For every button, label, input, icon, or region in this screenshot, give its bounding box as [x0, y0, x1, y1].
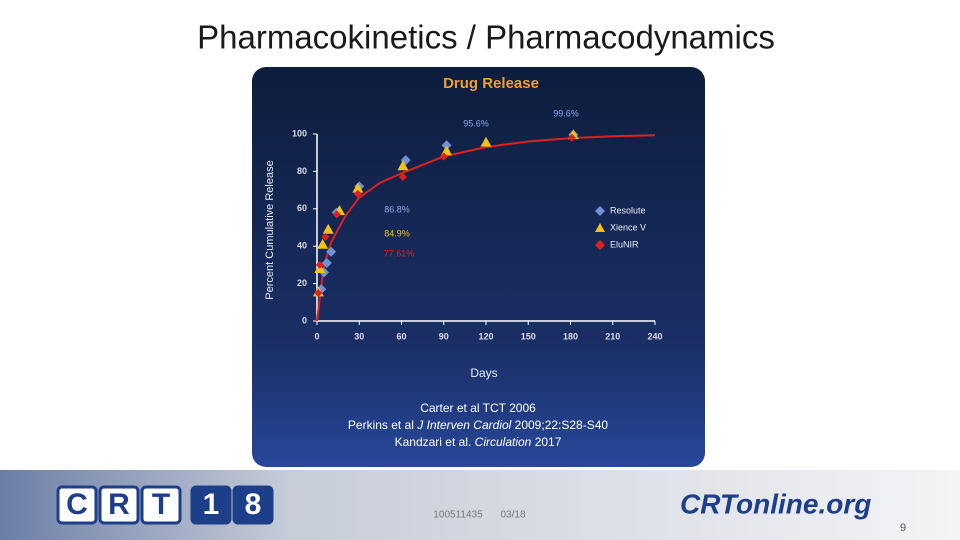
x-tick-label: 210 — [605, 331, 620, 341]
chart-title: Drug Release — [443, 75, 539, 92]
footer-code: 100511435 — [433, 510, 483, 521]
reference-part: 2017 — [531, 435, 561, 449]
x-tick-label: 0 — [314, 331, 319, 341]
reference-part: Kandzari et al. — [395, 435, 475, 449]
x-tick-label: 150 — [521, 331, 536, 341]
page-number: 9 — [900, 522, 906, 534]
y-tick-label: 20 — [297, 278, 307, 288]
reference: Carter et al TCT 2006 — [420, 401, 536, 415]
reference-part: Perkins et al — [348, 418, 417, 432]
data-point — [332, 210, 341, 219]
slide-title: Pharmacokinetics / Pharmacodynamics — [197, 19, 775, 56]
x-axis-label: Days — [470, 366, 497, 380]
reference-part: J Interven Cardiol — [416, 418, 511, 432]
data-point — [352, 182, 364, 193]
data-point — [567, 133, 576, 142]
footer-date: 03/18 — [500, 510, 525, 521]
legend-label: Resolute — [610, 205, 646, 215]
legend-marker — [595, 240, 605, 250]
reference: Perkins et al J Interven Cardiol 2009;22… — [348, 418, 608, 432]
annotation: 77.61% — [384, 248, 415, 258]
annotation: 99.6% — [553, 108, 579, 118]
reference-part: Carter et al TCT 2006 — [420, 401, 536, 415]
logo-letter: C — [66, 488, 88, 521]
data-point — [353, 189, 362, 198]
data-point — [439, 152, 448, 161]
data-point — [317, 238, 329, 249]
annotation: 86.8% — [384, 204, 410, 214]
x-tick-label: 120 — [478, 331, 493, 341]
logo-box — [98, 485, 140, 525]
reference-part: Circulation — [475, 435, 532, 449]
logo-letter: T — [152, 488, 170, 521]
logo-box — [56, 485, 98, 525]
data-point — [441, 140, 452, 151]
data-point — [322, 223, 334, 234]
logo-box — [190, 485, 232, 525]
x-tick-label: 90 — [439, 331, 449, 341]
annotation: 95.6% — [463, 118, 489, 128]
y-tick-label: 60 — [297, 203, 307, 213]
x-tick-label: 180 — [563, 331, 578, 341]
x-tick-label: 240 — [647, 331, 662, 341]
logo-letter: R — [108, 488, 130, 521]
plot: 0 30 60 90 120 150 180 210 240 0 20 40 60 80 100 Resolu… — [292, 108, 663, 341]
reference: Kandzari et al. Circulation 2017 — [395, 435, 562, 449]
legend-label: EluNIR — [610, 239, 639, 249]
data-point — [321, 232, 330, 241]
chart-panel — [252, 67, 705, 467]
crtonline-logo: CRTonline.org — [680, 488, 871, 519]
y-tick-label: 0 — [302, 315, 307, 325]
y-tick-label: 80 — [297, 166, 307, 176]
y-axis-label: Percent Cumulative Release — [264, 160, 276, 299]
legend-marker — [595, 223, 605, 232]
logo-letter: 8 — [245, 488, 262, 521]
y-tick-label: 40 — [297, 241, 307, 251]
logo-letter: 1 — [203, 488, 220, 521]
data-point — [315, 260, 324, 269]
data-point — [398, 173, 407, 182]
data-point — [480, 136, 492, 147]
x-tick-label: 30 — [354, 331, 364, 341]
annotation: 84.9% — [384, 228, 410, 238]
logo-box — [140, 485, 182, 525]
legend-marker — [595, 206, 605, 216]
data-point — [314, 288, 323, 297]
references: Carter et al TCT 2006 Perkins et al J In… — [348, 401, 608, 449]
data-point — [397, 160, 409, 171]
logo-box — [232, 485, 274, 525]
x-tick-label: 60 — [396, 331, 406, 341]
y-tick-label: 100 — [292, 128, 307, 138]
data-point — [326, 246, 337, 257]
reference-part: 2009;22:S28-S40 — [511, 418, 608, 432]
data-point — [321, 258, 332, 269]
legend-label: Xience V — [610, 222, 646, 232]
